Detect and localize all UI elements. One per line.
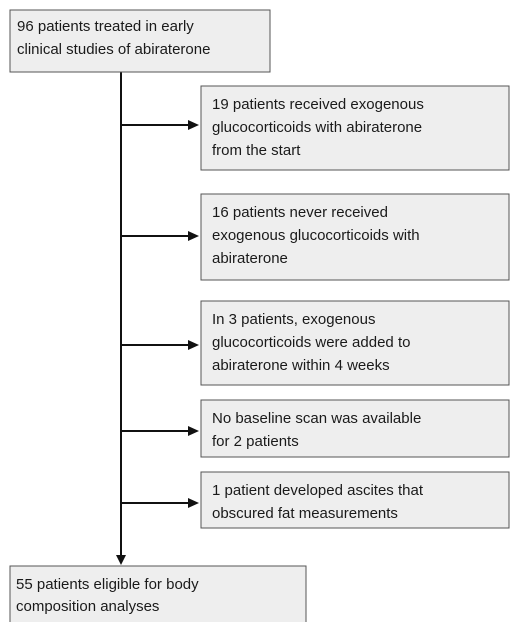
node-text: glucocorticoids with abiraterone (212, 119, 422, 136)
node-text: 19 patients received exogenous (212, 96, 424, 113)
arrow-head (188, 498, 199, 508)
node-text: 55 patients eligible for body (16, 576, 199, 593)
exclusion-box (200, 85, 510, 171)
node-text: 96 patients treated in early (17, 18, 194, 35)
node-text: In 3 patients, exogenous (212, 311, 375, 328)
exclusion-box (200, 471, 510, 529)
arrow-head (188, 426, 199, 436)
node-text: clinical studies of abiraterone (17, 41, 210, 58)
start-box (9, 9, 271, 73)
node-text: glucocorticoids were added to (212, 334, 410, 351)
node-text: 1 patient developed ascites that (212, 482, 424, 499)
node-text: 16 patients never received (212, 204, 388, 221)
exclusion-box (200, 399, 510, 458)
arrow-head (188, 231, 199, 241)
node-text: exogenous glucocorticoids with (212, 227, 420, 244)
exclusion-box (200, 300, 510, 386)
node-text: abiraterone within 4 weeks (212, 357, 390, 374)
arrow-head (188, 120, 199, 130)
arrow-head (116, 555, 126, 565)
node-text: from the start (212, 142, 301, 159)
exclusion-box (200, 193, 510, 281)
node-text: No baseline scan was available (212, 410, 421, 427)
arrow-head (188, 340, 199, 350)
node-text: obscured fat measurements (212, 505, 398, 522)
node-text: composition analyses (16, 598, 159, 615)
node-text: abiraterone (212, 250, 288, 267)
result-box (9, 565, 307, 622)
node-text: for 2 patients (212, 433, 299, 450)
branches (121, 120, 199, 508)
